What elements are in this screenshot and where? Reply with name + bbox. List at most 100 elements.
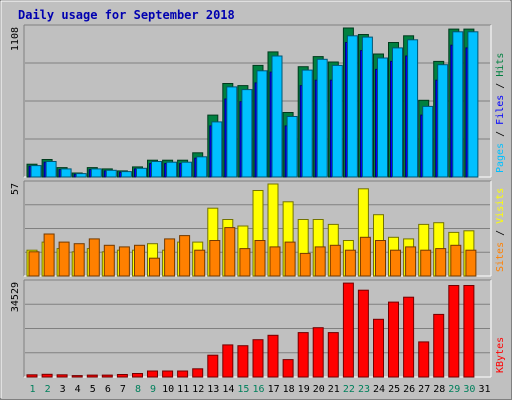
hits-bar-pages-6 xyxy=(105,169,117,178)
kbytes-bar-kbytes-2 xyxy=(41,373,53,378)
visits-bar-sites-8 xyxy=(134,244,145,277)
visits-bar-sites-10 xyxy=(164,238,176,277)
kbytes-bar-kbytes-10 xyxy=(162,370,174,378)
x-tick-label-1: 1 xyxy=(29,384,35,395)
x-tick-label-7: 7 xyxy=(120,384,126,395)
x-tick-label-27: 27 xyxy=(418,384,430,395)
panel-hits-legend: Pages / Files / Hits xyxy=(495,53,506,173)
x-tick-label-21: 21 xyxy=(328,384,340,395)
x-tick-label-25: 25 xyxy=(388,384,400,395)
visits-bar-sites-14 xyxy=(224,227,236,277)
x-tick-label-15: 15 xyxy=(237,384,249,395)
legend-visits: Visits xyxy=(495,188,506,224)
kbytes-bar-kbytes-13 xyxy=(207,354,219,378)
hits-bar-pages-21 xyxy=(331,64,343,178)
panel-hits: 1108 Pages / Files / Hits xyxy=(10,24,506,178)
panel-hits-ymax-label: 1108 xyxy=(10,27,21,51)
hits-bar-pages-29 xyxy=(452,31,464,178)
x-tick-label-18: 18 xyxy=(283,384,295,395)
visits-bar-sites-28 xyxy=(435,248,447,277)
visits-bar-sites-16 xyxy=(254,240,266,277)
kbytes-bar-kbytes-19 xyxy=(297,332,309,378)
hits-bar-pages-24 xyxy=(377,57,388,178)
hits-bar-pages-4 xyxy=(75,173,87,178)
hits-bar-pages-18 xyxy=(286,116,298,178)
kbytes-bar-kbytes-14 xyxy=(222,344,234,378)
hits-bar-pages-10 xyxy=(166,161,178,178)
kbytes-bar-kbytes-21 xyxy=(327,332,339,378)
x-tick-label-6: 6 xyxy=(105,384,111,395)
visits-bar-sites-17 xyxy=(269,246,281,277)
kbytes-bar-kbytes-11 xyxy=(177,370,189,378)
hits-bar-pages-1 xyxy=(30,165,42,178)
legend-separator: / xyxy=(495,125,506,143)
visits-bar-sites-27 xyxy=(420,249,432,277)
x-tick-label-30: 30 xyxy=(463,384,475,395)
visits-bar-sites-25 xyxy=(390,249,401,277)
kbytes-bar-kbytes-4 xyxy=(71,375,83,378)
hits-bar-pages-12 xyxy=(196,156,208,178)
visits-bar-sites-30 xyxy=(465,249,477,277)
hits-bar-pages-15 xyxy=(241,89,253,178)
x-tick-label-2: 2 xyxy=(45,384,51,395)
visits-bar-sites-21 xyxy=(329,244,341,277)
hits-bar-pages-9 xyxy=(151,161,162,178)
x-tick-label-20: 20 xyxy=(313,384,325,395)
x-tick-label-23: 23 xyxy=(358,384,370,395)
x-tick-label-14: 14 xyxy=(222,384,234,395)
visits-bar-sites-5 xyxy=(88,238,100,277)
panel-kbytes: 34529 KBytes xyxy=(10,279,506,378)
visits-bar-sites-20 xyxy=(314,246,326,277)
hits-bar-pages-22 xyxy=(346,35,358,178)
visits-bar-sites-3 xyxy=(58,241,70,277)
x-tick-label-31: 31 xyxy=(478,384,490,395)
visits-bar-sites-19 xyxy=(299,252,311,277)
kbytes-bar-kbytes-27 xyxy=(418,341,430,378)
legend-separator: / xyxy=(495,77,506,95)
visits-bar-sites-13 xyxy=(209,240,221,277)
kbytes-bar-kbytes-28 xyxy=(433,313,445,378)
panel-visits-ymax-label: 57 xyxy=(10,183,21,195)
x-tick-label-8: 8 xyxy=(135,384,141,395)
legend-separator: / xyxy=(495,224,506,242)
kbytes-bar-kbytes-23 xyxy=(357,289,369,378)
visits-bar-sites-12 xyxy=(194,249,206,277)
hits-bar-pages-8 xyxy=(136,167,147,178)
kbytes-bar-kbytes-8 xyxy=(132,373,143,378)
x-tick-label-28: 28 xyxy=(433,384,445,395)
visits-bar-sites-22 xyxy=(344,249,356,277)
legend-pages: Pages xyxy=(495,143,506,173)
panel-visits: 57 Sites / Visits xyxy=(10,180,506,277)
hits-bar-pages-17 xyxy=(271,55,283,178)
x-tick-label-9: 9 xyxy=(150,384,156,395)
visits-bar-sites-2 xyxy=(43,233,55,277)
visits-bar-sites-18 xyxy=(284,241,296,277)
kbytes-bar-kbytes-1 xyxy=(26,374,38,378)
panel-visits-legend: Sites / Visits xyxy=(495,188,506,272)
legend-kbytes: KBytes xyxy=(495,337,506,373)
visits-bar-sites-23 xyxy=(359,236,371,277)
visits-bar-sites-1 xyxy=(28,251,40,277)
hits-bar-pages-19 xyxy=(301,69,313,178)
visits-bar-sites-26 xyxy=(405,246,417,277)
kbytes-bar-kbytes-18 xyxy=(282,359,294,378)
hits-bar-pages-28 xyxy=(437,64,449,178)
legend-files: Files xyxy=(495,95,506,125)
x-tick-label-26: 26 xyxy=(403,384,415,395)
kbytes-bar-kbytes-20 xyxy=(312,327,324,378)
visits-bar-sites-15 xyxy=(239,248,251,277)
x-tick-label-17: 17 xyxy=(268,384,280,395)
kbytes-bar-kbytes-16 xyxy=(252,339,264,378)
visits-bar-sites-24 xyxy=(375,240,386,277)
x-tick-label-22: 22 xyxy=(343,384,355,395)
hits-bar-pages-11 xyxy=(181,161,193,178)
hits-bar-pages-2 xyxy=(45,161,57,178)
legend-sites: Sites xyxy=(495,242,506,272)
x-tick-label-4: 4 xyxy=(75,384,81,395)
visits-bar-sites-29 xyxy=(450,244,462,277)
kbytes-bar-kbytes-30 xyxy=(463,285,475,378)
hits-bar-pages-16 xyxy=(256,70,268,178)
panel-kbytes-legend: KBytes xyxy=(495,337,506,373)
